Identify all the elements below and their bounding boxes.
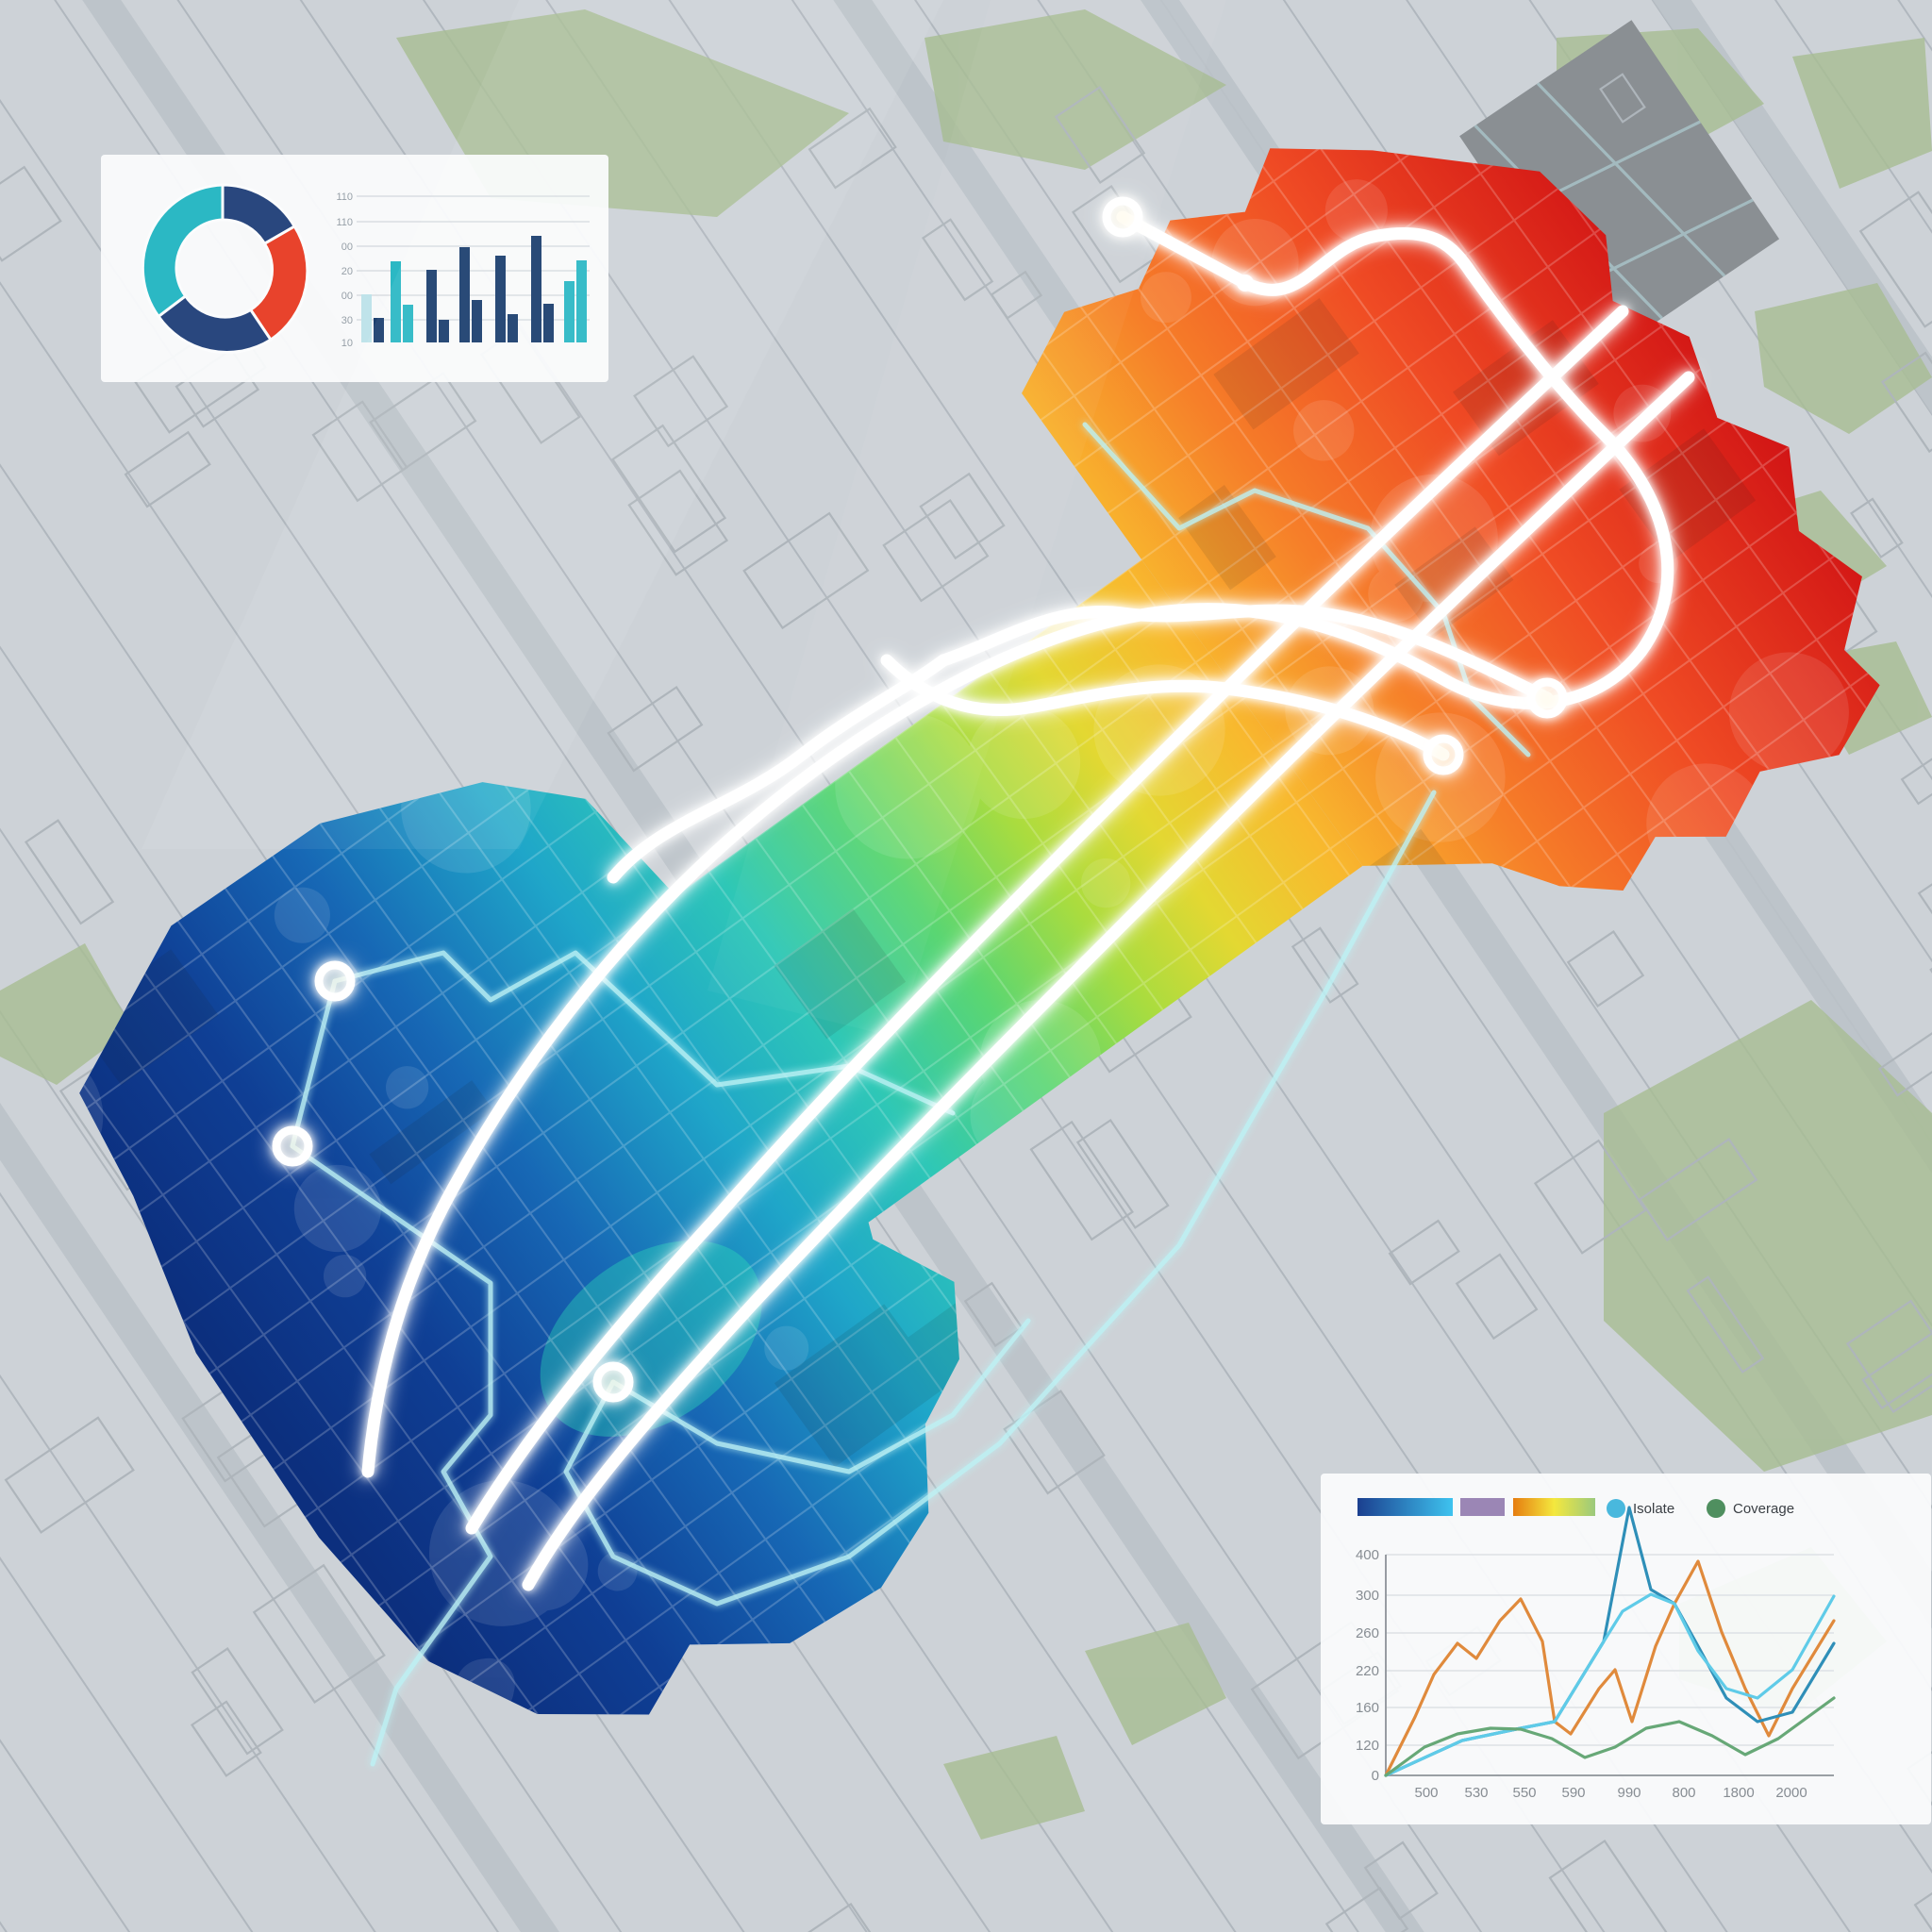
svg-text:500: 500 [1414,1785,1438,1801]
svg-text:400: 400 [1356,1547,1379,1563]
svg-text:300: 300 [1356,1588,1379,1604]
svg-text:2000: 2000 [1775,1785,1807,1801]
svg-text:00: 00 [341,291,353,302]
svg-text:Coverage: Coverage [1733,1501,1794,1517]
svg-text:120: 120 [1356,1738,1379,1754]
svg-text:Isolate: Isolate [1633,1501,1674,1517]
svg-text:110: 110 [336,217,353,228]
svg-text:20: 20 [341,266,353,277]
svg-text:800: 800 [1672,1785,1695,1801]
svg-text:10: 10 [341,338,353,349]
svg-text:530: 530 [1464,1785,1488,1801]
svg-text:220: 220 [1356,1663,1379,1679]
svg-text:160: 160 [1356,1700,1379,1716]
svg-text:550: 550 [1512,1785,1536,1801]
svg-text:990: 990 [1617,1785,1641,1801]
svg-text:260: 260 [1356,1625,1379,1641]
svg-text:590: 590 [1561,1785,1585,1801]
svg-text:00: 00 [341,242,353,253]
svg-text:1800: 1800 [1723,1785,1754,1801]
svg-text:0: 0 [1372,1768,1379,1784]
svg-text:30: 30 [341,315,353,326]
svg-text:110: 110 [336,192,353,203]
